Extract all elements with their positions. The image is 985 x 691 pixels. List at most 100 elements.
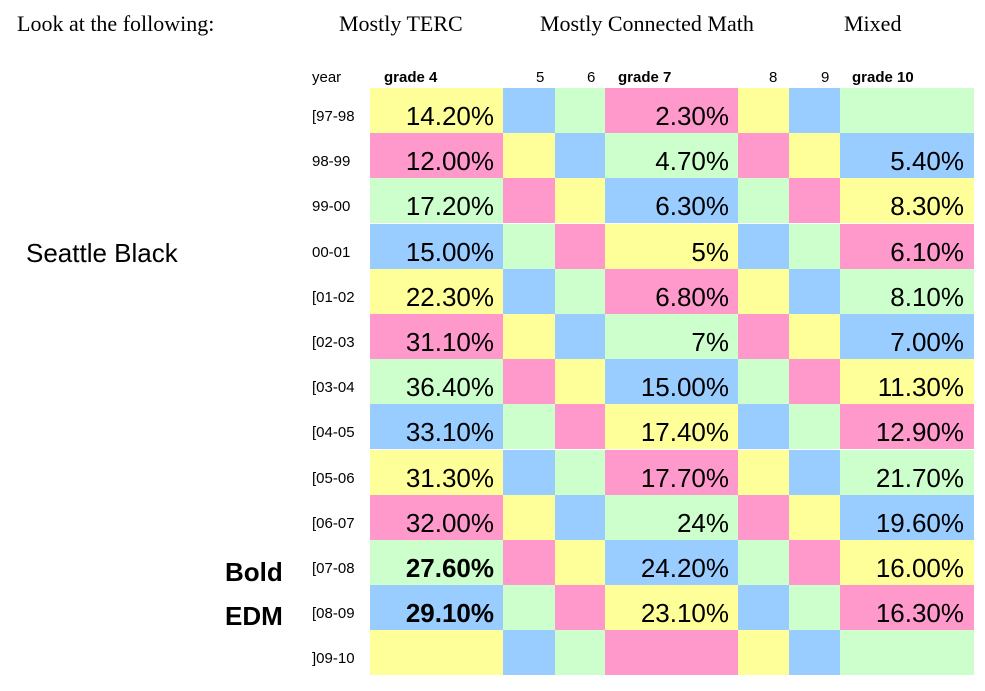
table-cell: [789, 269, 840, 314]
year-label: [04-05: [312, 424, 355, 441]
table-cell: [555, 359, 605, 404]
table-cell: 5%: [605, 224, 738, 269]
table-cell: [503, 359, 555, 404]
table-cell: [555, 404, 605, 449]
table-row: [01-02 22.30% 6.80% 8.10%: [0, 269, 985, 314]
table-cell: 32.00%: [370, 495, 503, 540]
year-label: [06-07: [312, 515, 355, 532]
table-cell: [738, 540, 789, 585]
table-cell: 2.30%: [605, 88, 738, 133]
table-cell: [840, 630, 974, 675]
table-cell: [789, 178, 840, 223]
table-cell: [738, 585, 789, 630]
table-cell: [555, 495, 605, 540]
table-cell: 8.10%: [840, 269, 974, 314]
table-cell: 6.80%: [605, 269, 738, 314]
table-cell: [503, 178, 555, 223]
table-cell: [738, 359, 789, 404]
table-cell: 36.40%: [370, 359, 503, 404]
edm-label: EDM: [225, 601, 283, 631]
table-cell: [555, 224, 605, 269]
table-cell: 33.10%: [370, 404, 503, 449]
table-cell: [789, 450, 840, 495]
table-cell: 7.00%: [840, 314, 974, 359]
table-cell: [555, 88, 605, 133]
table-cell: [503, 269, 555, 314]
table-cell: [503, 450, 555, 495]
table-row: [04-05 33.10% 17.40% 12.90%: [0, 404, 985, 449]
year-label: [02-03: [312, 334, 355, 351]
table-cell: 7%: [605, 314, 738, 359]
table-cell: [555, 585, 605, 630]
table-row: [03-04 36.40% 15.00% 11.30%: [0, 359, 985, 404]
table-cell: [555, 630, 605, 675]
table-cell: 21.70%: [840, 450, 974, 495]
table-cell: 6.30%: [605, 178, 738, 223]
bold-label: Bold: [225, 557, 283, 587]
table-cell: [738, 88, 789, 133]
table-cell: [738, 133, 789, 178]
table-cell: [503, 540, 555, 585]
table-row: [02-03 31.10% 7% 7.00%: [0, 314, 985, 359]
table-cell: [503, 224, 555, 269]
table-cell: [503, 314, 555, 359]
table-cell: 31.30%: [370, 450, 503, 495]
year-label: 99-00: [312, 198, 351, 215]
table-row: 00-01 15.00% 5% 6.10%: [0, 224, 985, 269]
year-label: ]09-10: [312, 650, 355, 667]
table-cell: [789, 133, 840, 178]
column-header-grade-6: 6: [587, 69, 596, 86]
table-cell: [738, 404, 789, 449]
table-cell: 15.00%: [370, 224, 503, 269]
table-row: [07-08 27.60% 24.20% 16.00%: [0, 540, 985, 585]
table-cell: 12.00%: [370, 133, 503, 178]
table-cell: [738, 269, 789, 314]
table-row: 98-99 12.00% 4.70% 5.40%: [0, 133, 985, 178]
table-cell: [503, 495, 555, 540]
year-label: [08-09: [312, 605, 355, 622]
table-cell: [738, 630, 789, 675]
table-cell: [789, 224, 840, 269]
table-cell: [503, 88, 555, 133]
table-cell: 29.10%: [370, 585, 503, 630]
table-cell: [789, 359, 840, 404]
table-cell: 17.40%: [605, 404, 738, 449]
table-cell: [789, 630, 840, 675]
table-cell: 17.70%: [605, 450, 738, 495]
table-cell: 24.20%: [605, 540, 738, 585]
table-cell: [370, 630, 503, 675]
year-label: [03-04: [312, 379, 355, 396]
seattle-black-label: Seattle Black: [26, 238, 178, 268]
column-header-grade-10: grade 10: [852, 69, 914, 86]
table-cell: [738, 495, 789, 540]
column-header-year: year: [312, 69, 342, 86]
column-header-grade-4: grade 4: [384, 69, 438, 86]
year-label: [05-06: [312, 470, 355, 487]
table-cell: 24%: [605, 495, 738, 540]
column-header-grade-9: 9: [821, 69, 830, 86]
table-row: [08-09 29.10% 23.10% 16.30%: [0, 585, 985, 630]
table-cell: [503, 630, 555, 675]
table-cell: 8.30%: [840, 178, 974, 223]
mixed-heading: Mixed: [844, 11, 902, 36]
table-cell: [503, 133, 555, 178]
table-cell: 19.60%: [840, 495, 974, 540]
table-cell: [555, 178, 605, 223]
table-cell: [555, 314, 605, 359]
table-cell: [738, 178, 789, 223]
table-cell: [840, 88, 974, 133]
table-cell: [789, 314, 840, 359]
intro-text: Look at the following:: [17, 11, 215, 36]
table-cell: 4.70%: [605, 133, 738, 178]
table-cell: [789, 495, 840, 540]
table-cell: 6.10%: [840, 224, 974, 269]
table-row: [06-07 32.00% 24% 19.60%: [0, 495, 985, 540]
table-cell: 12.90%: [840, 404, 974, 449]
table-cell: [789, 404, 840, 449]
year-label: [97-98: [312, 108, 355, 125]
table-cell: 11.30%: [840, 359, 974, 404]
table-cell: 17.20%: [370, 178, 503, 223]
column-header-grade-8: 8: [769, 69, 778, 86]
table-cell: 22.30%: [370, 269, 503, 314]
